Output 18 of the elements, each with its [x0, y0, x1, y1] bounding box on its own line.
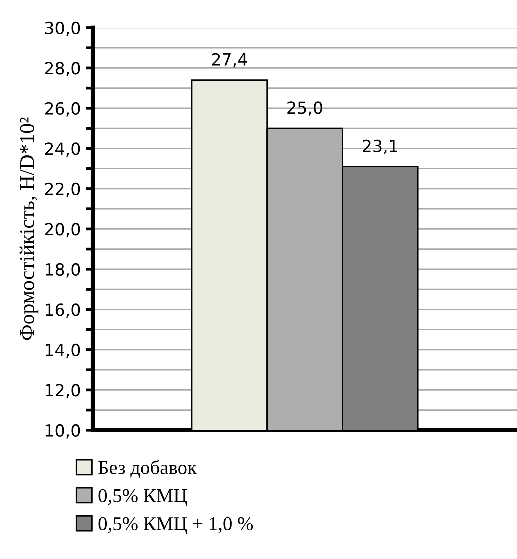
data-label: 23,1 — [363, 140, 398, 154]
y-tick-label: 22,0 — [45, 182, 80, 198]
y-axis-title: Формостійкість, Н/D*10² — [20, 118, 39, 340]
y-tick-label: 26,0 — [45, 102, 80, 117]
y-tick-label: 30,0 — [45, 22, 80, 36]
y-tick-label: 20,0 — [45, 223, 80, 238]
y-tick-label: 10,0 — [46, 424, 80, 439]
y-tick-label: 12,0 — [46, 384, 80, 398]
data-label: 27,4 — [212, 53, 248, 68]
y-tick-label: 24,0 — [45, 142, 80, 157]
y-tick-label: 14,0 — [46, 344, 80, 358]
y-tick-label: 18,0 — [46, 263, 80, 278]
y-tick-label: 16,0 — [46, 304, 80, 318]
legend-label: 0,5% КМЦ + 1,0 % — [98, 517, 254, 534]
data-label: 25,0 — [288, 102, 322, 116]
legend-label: 0,5% КМЦ — [98, 489, 188, 506]
legend-label: Без добавок — [98, 460, 197, 478]
y-tick-label: 28,0 — [45, 62, 80, 76]
